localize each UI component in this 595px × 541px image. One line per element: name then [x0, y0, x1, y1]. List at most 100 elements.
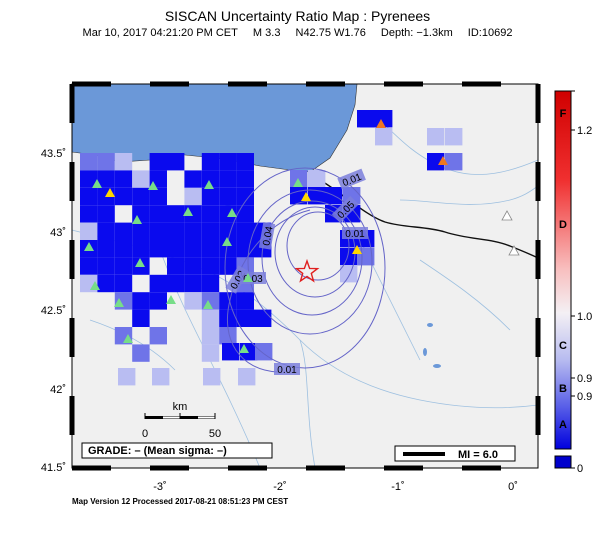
station-triangle-icon	[166, 295, 176, 304]
frame-ticks	[69, 81, 541, 471]
uncertainty-cell	[132, 344, 150, 362]
uncertainty-cell	[201, 205, 220, 223]
uncertainty-cell	[236, 309, 254, 327]
uncertainty-cell	[167, 257, 185, 275]
lat-tick: 41.5˚	[41, 462, 66, 474]
event-date: Mar 10, 2017 04:21:20 PM CET	[82, 27, 238, 39]
station-triangle-icon	[243, 273, 253, 282]
uncertainty-cell	[97, 153, 115, 171]
uncertainty-cell	[219, 222, 237, 240]
uncertainty-cell	[97, 222, 115, 240]
contour-label-text: 0.03	[243, 274, 263, 285]
colorbar-value: 0.9	[577, 391, 592, 403]
uncertainty-cell	[114, 274, 133, 293]
uncertainty-cell	[97, 257, 115, 275]
uncertainty-cell	[340, 265, 358, 283]
uncertainty-cell	[201, 344, 220, 362]
station-triangle-icon	[84, 242, 94, 251]
uncertainty-cell	[114, 170, 133, 188]
uncertainty-cell	[132, 187, 150, 206]
colorbar-floor	[554, 455, 572, 469]
footer-version: Map Version 12 Processed 2017-08-21 08:5…	[72, 497, 289, 506]
uncertainty-cell	[219, 153, 237, 171]
uncertainty-cell	[203, 368, 221, 386]
station-triangle-icon	[239, 344, 249, 353]
uncertainty-cell	[132, 309, 150, 327]
uncertainty-cell	[445, 153, 463, 171]
uncertainty-cell	[184, 170, 202, 188]
event-info: Mar 10, 2017 04:21:20 PM CET M 3.3 N42.7…	[0, 27, 595, 40]
uncertainty-cell	[222, 343, 240, 361]
uncertainty-cell	[219, 170, 237, 188]
mi-line	[403, 452, 445, 456]
uncertainty-cell	[152, 368, 170, 386]
uncertainty-cell	[184, 222, 202, 240]
uncertainty-cell	[80, 222, 98, 240]
uncertainty-cell	[149, 274, 167, 293]
event-magnitude: M 3.3	[252, 27, 281, 39]
lat-tick: 42˚	[50, 384, 66, 396]
colorbar-value: 1.0	[577, 311, 592, 323]
uncertainty-cell	[149, 205, 167, 223]
uncertainty-cell	[132, 240, 150, 258]
colorbar-letter: B	[559, 383, 567, 395]
uncertainty-cell	[97, 274, 115, 293]
grade-text: GRADE: – (Mean sigma: –)	[88, 445, 227, 457]
lat-tick: 42.5˚	[41, 305, 66, 317]
event-depth: Depth: −1.3km	[380, 27, 453, 39]
contour-label-text: 0.04	[261, 225, 275, 247]
uncertainty-cell	[201, 170, 220, 188]
map-title: SISCAN Uncertainty Ratio Map : Pyrenees	[164, 8, 431, 24]
uncertainty-cell	[254, 309, 272, 327]
contour-label: 0.01	[342, 227, 368, 240]
colorbar-gradient	[554, 90, 572, 450]
uncertainty-cell	[149, 292, 167, 310]
uncertainty-cell	[167, 240, 185, 258]
scale-tick-50: 50	[209, 428, 221, 440]
uncertainty-cell	[167, 222, 185, 240]
uncertainty-cell	[149, 153, 167, 171]
station-triangle-icon	[183, 207, 193, 216]
station-triangle-icon	[148, 181, 158, 190]
uncertainty-cell	[201, 240, 220, 258]
uncertainty-cell	[80, 205, 98, 223]
station-triangle-icon	[123, 334, 133, 343]
lon-tick: -3˚	[153, 481, 166, 493]
contour-label: 0.04	[258, 221, 276, 250]
event-id: ID:10692	[467, 27, 513, 39]
event-location: N42.75 W1.76	[295, 27, 366, 39]
station-triangle-icon	[114, 298, 124, 307]
station-triangle-icon	[90, 281, 100, 290]
uncertainty-cell	[114, 257, 133, 275]
contour-label-text: 0.01	[345, 229, 365, 240]
mi-box	[394, 445, 516, 462]
uncertainty-cell	[184, 274, 202, 293]
contour-label: 0.03	[240, 272, 266, 285]
uncertainty-cell	[97, 205, 115, 223]
lat-axis: 43.5˚ 43˚ 42.5˚ 42˚ 41.5˚	[41, 148, 66, 474]
uncertainty-cell	[201, 187, 220, 206]
uncertainty-cell	[219, 187, 237, 206]
uncertainty-cell	[201, 327, 220, 345]
uncertainty-cell	[118, 368, 136, 386]
lon-tick: -2˚	[273, 481, 286, 493]
station-triangle-icon	[204, 180, 214, 189]
uncertainty-cell	[201, 153, 220, 171]
uncertainty-cell	[132, 222, 150, 240]
uncertainty-cell	[308, 170, 326, 188]
uncertainty-cell	[219, 327, 237, 345]
lat-tick: 43.5˚	[41, 148, 66, 160]
uncertainty-cell	[167, 153, 185, 171]
station-triangle-icon	[438, 156, 448, 165]
uncertainty-cell	[184, 240, 202, 258]
uncertainty-cell	[167, 274, 185, 293]
uncertainty-cell	[375, 128, 393, 146]
uncertainty-cell	[290, 170, 308, 188]
grade-box	[81, 442, 273, 459]
uncertainty-cell	[236, 292, 254, 310]
colorbar-letter: D	[559, 219, 567, 231]
uncertainty-cell	[132, 170, 150, 188]
colorbar-letter: A	[559, 419, 567, 431]
uncertainty-cell	[80, 153, 98, 171]
